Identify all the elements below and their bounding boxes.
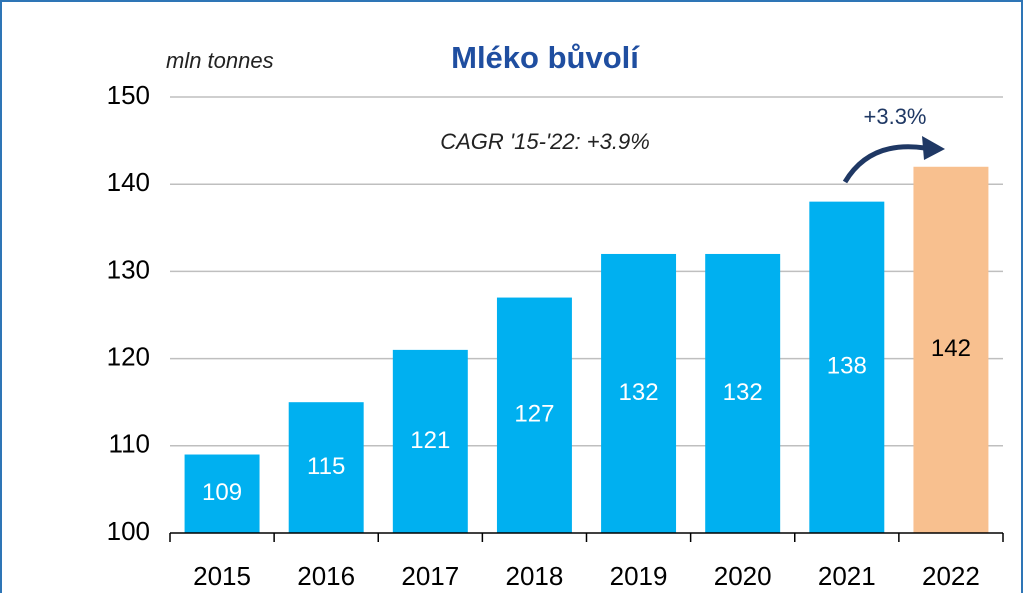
bar [809,201,885,533]
x-tick-label: 2020 [714,561,772,591]
growth-annotation: +3.3% [864,104,927,129]
unit-label: mln tonnes [166,48,274,73]
bar [705,253,781,533]
bar [496,297,572,533]
y-tick-label: 130 [107,254,150,284]
bar [392,349,468,533]
data-label: 109 [202,479,242,506]
data-label: 132 [619,379,659,406]
data-label: 132 [723,379,763,406]
growth-arrow [842,144,926,184]
data-label: 138 [827,353,867,380]
cagr-annotation: CAGR '15-'22: +3.9% [440,129,650,154]
y-tick-label: 150 [107,80,150,110]
data-label: 142 [931,335,971,362]
growth-arrowhead [922,136,945,160]
bar [913,166,989,533]
data-label: 127 [514,401,554,428]
x-tick-label: 2022 [922,561,980,591]
x-tick-label: 2021 [818,561,876,591]
y-tick-label: 100 [107,516,150,546]
x-tick-label: 2015 [193,561,251,591]
bar [288,402,364,533]
x-tick-label: 2017 [401,561,459,591]
x-tick-label: 2018 [506,561,564,591]
y-tick-label: 120 [107,341,150,371]
chart-title: Mléko bůvolí [451,40,640,75]
x-tick-label: 2019 [610,561,668,591]
bar [184,454,260,533]
bar [601,253,677,533]
y-tick-label: 140 [107,167,150,197]
data-label: 115 [307,453,345,480]
y-tick-label: 110 [109,429,150,459]
data-label: 121 [410,427,450,454]
x-tick-label: 2016 [297,561,355,591]
